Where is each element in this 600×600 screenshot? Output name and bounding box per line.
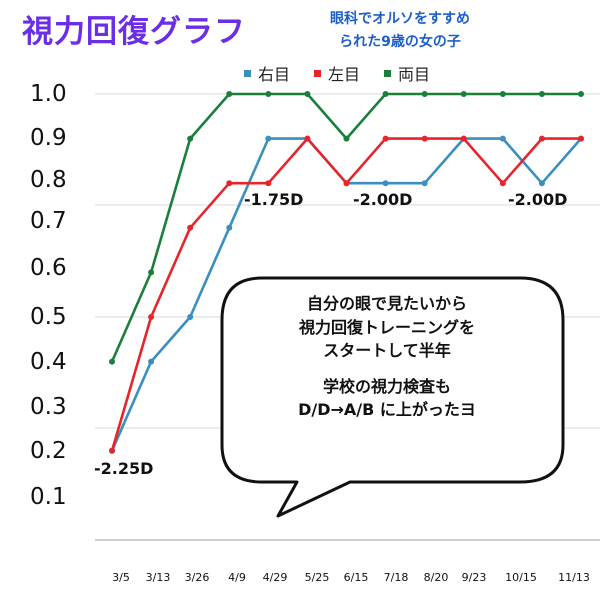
x-tick-label: 8/20 bbox=[423, 571, 449, 584]
data-point bbox=[148, 358, 155, 365]
y-tick-label: 0.8 bbox=[30, 167, 67, 193]
data-point bbox=[343, 180, 350, 187]
y-tick-label: 0.9 bbox=[30, 125, 67, 151]
annotation-diopter-2: -2.00D bbox=[353, 190, 413, 209]
data-point bbox=[148, 314, 155, 320]
x-tick-label: 4/9 bbox=[228, 571, 246, 584]
data-point bbox=[109, 447, 115, 454]
bubble-line-2: 視力回復トレーニングを bbox=[298, 317, 475, 337]
speech-bubble-text: 自分の眼で見たいから 視力回復トレーニングを スタートして半年 学校の視力検査も… bbox=[237, 292, 537, 422]
data-point bbox=[421, 135, 428, 142]
annotation-start-diopter: -2.25D bbox=[94, 459, 154, 478]
speech-bubble bbox=[220, 276, 565, 518]
data-point bbox=[578, 91, 584, 97]
legend: 右目 左目 両目 bbox=[0, 61, 600, 85]
bubble-line-3: スタートして半年 bbox=[323, 341, 451, 360]
x-tick-label: 7/18 bbox=[383, 571, 409, 584]
data-point bbox=[226, 224, 233, 231]
y-tick-label: 0.3 bbox=[30, 394, 67, 420]
data-point bbox=[343, 135, 350, 142]
data-point bbox=[226, 180, 233, 187]
data-point bbox=[578, 135, 584, 142]
data-point bbox=[499, 135, 506, 142]
y-tick-label: 0.6 bbox=[30, 255, 67, 281]
x-tick-label: 4/29 bbox=[262, 571, 288, 584]
data-point bbox=[187, 135, 194, 142]
x-tick-label: 11/13 bbox=[558, 571, 590, 584]
data-point bbox=[421, 91, 428, 97]
y-tick-label: 0.4 bbox=[30, 349, 67, 375]
chart-title: 視力回復グラフ bbox=[22, 14, 246, 50]
legend-swatch-both-eyes bbox=[384, 69, 391, 77]
data-point bbox=[499, 180, 506, 187]
data-point bbox=[538, 91, 545, 97]
bubble-line-1: 自分の眼で見たいから bbox=[306, 294, 467, 313]
annotation-diopter-1: -1.75D bbox=[244, 190, 304, 209]
y-tick-label: 1.0 bbox=[30, 81, 67, 107]
data-point bbox=[226, 91, 233, 97]
legend-swatch-left-eye bbox=[314, 69, 321, 77]
data-point bbox=[265, 180, 272, 187]
x-tick-label: 6/15 bbox=[343, 571, 369, 584]
series-lines bbox=[109, 91, 584, 454]
x-tick-label: 3/26 bbox=[184, 571, 210, 584]
y-tick-label: 0.1 bbox=[30, 484, 67, 510]
legend-label: 右目 bbox=[258, 65, 291, 84]
x-tick-label: 5/25 bbox=[304, 571, 330, 584]
data-point bbox=[382, 135, 389, 142]
data-point bbox=[421, 180, 428, 187]
subtitle-line-2: られた9歳の女の子 bbox=[339, 34, 461, 50]
y-tick-label: 0.2 bbox=[30, 438, 67, 464]
data-point bbox=[265, 135, 272, 142]
legend-item-right-eye: 右目 bbox=[244, 61, 290, 85]
subtitle-line-1: 眼科でオルソをすすめ bbox=[330, 11, 470, 27]
legend-swatch-right-eye bbox=[244, 69, 251, 77]
data-point bbox=[538, 135, 545, 142]
x-tick-label: 3/13 bbox=[145, 571, 171, 584]
data-point bbox=[187, 224, 194, 231]
data-point bbox=[265, 91, 272, 97]
y-tick-label: 0.5 bbox=[30, 304, 67, 330]
chart-subtitle: 眼科でオルソをすすめ られた9歳の女の子 bbox=[300, 8, 500, 54]
data-point bbox=[304, 91, 311, 97]
data-point bbox=[148, 269, 155, 276]
data-point bbox=[187, 314, 194, 320]
data-point bbox=[460, 91, 467, 97]
data-point bbox=[538, 180, 545, 187]
x-tick-label: 10/15 bbox=[505, 571, 537, 584]
data-point bbox=[499, 91, 506, 97]
x-tick-label: 3/5 bbox=[112, 571, 130, 584]
legend-item-left-eye: 左目 bbox=[314, 61, 360, 85]
legend-label: 両目 bbox=[398, 65, 431, 84]
data-point bbox=[382, 180, 389, 187]
data-point bbox=[109, 358, 115, 365]
legend-label: 左目 bbox=[328, 65, 361, 84]
bubble-line-4: 学校の視力検査も bbox=[322, 376, 451, 396]
bubble-line-5: D/D→A/B に上がったヨ bbox=[298, 400, 476, 419]
data-point bbox=[382, 91, 389, 97]
data-point bbox=[460, 135, 467, 142]
annotation-diopter-3: -2.00D bbox=[508, 190, 568, 209]
legend-item-both-eyes: 両目 bbox=[384, 61, 430, 85]
y-tick-label: 0.7 bbox=[30, 208, 67, 234]
data-point bbox=[304, 135, 311, 142]
x-tick-label: 9/23 bbox=[461, 571, 487, 584]
